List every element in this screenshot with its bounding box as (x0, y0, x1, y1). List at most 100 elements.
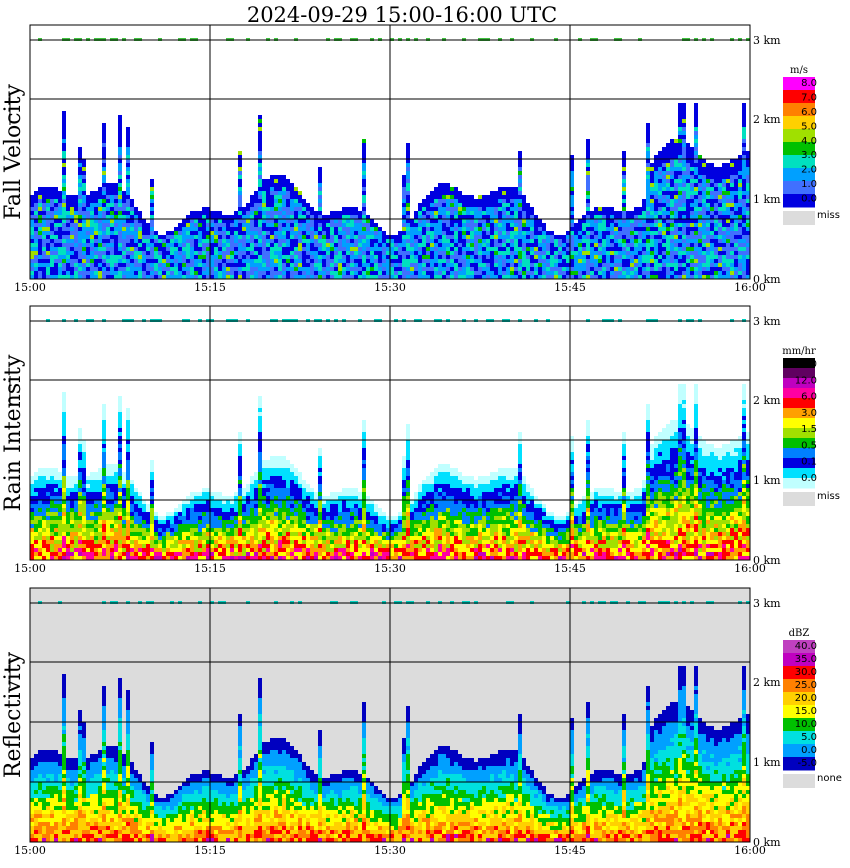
data-cell (358, 243, 362, 247)
data-cell (98, 492, 102, 496)
data-cell (526, 251, 530, 255)
data-cell (42, 191, 46, 195)
data-cell (434, 263, 438, 267)
data-cell (702, 275, 706, 279)
data-cell (318, 259, 322, 263)
data-cell (74, 263, 78, 267)
data-cell (298, 263, 302, 267)
data-cell (518, 235, 522, 239)
data-cell (50, 552, 54, 556)
data-cell (722, 183, 726, 187)
data-cell (454, 255, 458, 259)
data-cell (694, 159, 698, 163)
data-cell (162, 524, 166, 528)
data-cell (742, 251, 746, 255)
data-cell (250, 227, 254, 231)
data-cell (354, 223, 358, 227)
data-cell (426, 271, 430, 275)
data-cell (142, 552, 146, 556)
data-cell (666, 271, 670, 275)
data-cell (54, 275, 58, 279)
data-cell (234, 223, 238, 227)
data-cell (698, 211, 702, 215)
data-cell (734, 211, 738, 215)
data-cell (570, 203, 574, 207)
data-cell (294, 187, 298, 191)
data-cell (602, 207, 606, 211)
data-cell (30, 476, 34, 480)
data-cell (102, 500, 106, 504)
data-cell (582, 239, 586, 243)
data-cell (42, 500, 46, 504)
data-cell (130, 532, 134, 536)
data-cell (470, 227, 474, 231)
data-cell (202, 235, 206, 239)
data-cell (670, 275, 674, 279)
data-cell (590, 235, 594, 239)
data-cell (718, 275, 722, 279)
data-cell (570, 251, 574, 255)
data-cell (82, 540, 86, 544)
data-cell (122, 516, 126, 520)
data-cell (666, 255, 670, 259)
data-cell (278, 219, 282, 223)
data-cell (74, 520, 78, 524)
data-cell (442, 203, 446, 207)
data-cell (130, 500, 134, 504)
data-cell (742, 195, 746, 199)
data-cell (126, 131, 130, 135)
data-cell (374, 267, 378, 271)
data-cell (546, 255, 550, 259)
data-cell (266, 203, 270, 207)
data-cell (138, 540, 142, 544)
data-cell (370, 259, 374, 263)
data-cell (90, 203, 94, 207)
data-cell (62, 420, 66, 424)
data-cell (586, 215, 590, 219)
data-cell (350, 231, 354, 235)
data-cell (402, 187, 406, 191)
data-cell (150, 536, 154, 540)
data-cell (382, 267, 386, 271)
data-cell (310, 271, 314, 275)
data-cell (466, 215, 470, 219)
data-cell (690, 251, 694, 255)
data-cell (286, 203, 290, 207)
data-cell (594, 211, 598, 215)
data-cell (670, 191, 674, 195)
data-cell (278, 263, 282, 267)
data-cell (186, 227, 190, 231)
data-cell (670, 239, 674, 243)
x-tick-label: 15:30 (374, 281, 406, 294)
data-cell (498, 187, 502, 191)
data-cell (82, 215, 86, 219)
data-cell (742, 139, 746, 143)
data-cell (62, 207, 66, 211)
data-cell (434, 203, 438, 207)
data-cell (114, 191, 118, 195)
data-cell (266, 271, 270, 275)
data-cell (298, 219, 302, 223)
data-cell (110, 540, 114, 544)
data-cell (562, 251, 566, 255)
data-cell (734, 179, 738, 183)
data-cell (626, 263, 630, 267)
data-cell (654, 211, 658, 215)
data-cell (726, 235, 730, 239)
data-cell (502, 187, 506, 191)
data-cell (678, 179, 682, 183)
data-cell (434, 251, 438, 255)
data-cell (578, 275, 582, 279)
data-cell (50, 211, 54, 215)
data-cell (82, 183, 86, 187)
data-cell (406, 259, 410, 263)
data-cell (738, 263, 742, 267)
data-cell (354, 255, 358, 259)
data-cell (714, 191, 718, 195)
data-cell (450, 195, 454, 199)
data-cell (730, 163, 734, 167)
data-cell (122, 199, 126, 203)
data-cell (310, 255, 314, 259)
data-cell (298, 223, 302, 227)
data-cell (114, 540, 118, 544)
